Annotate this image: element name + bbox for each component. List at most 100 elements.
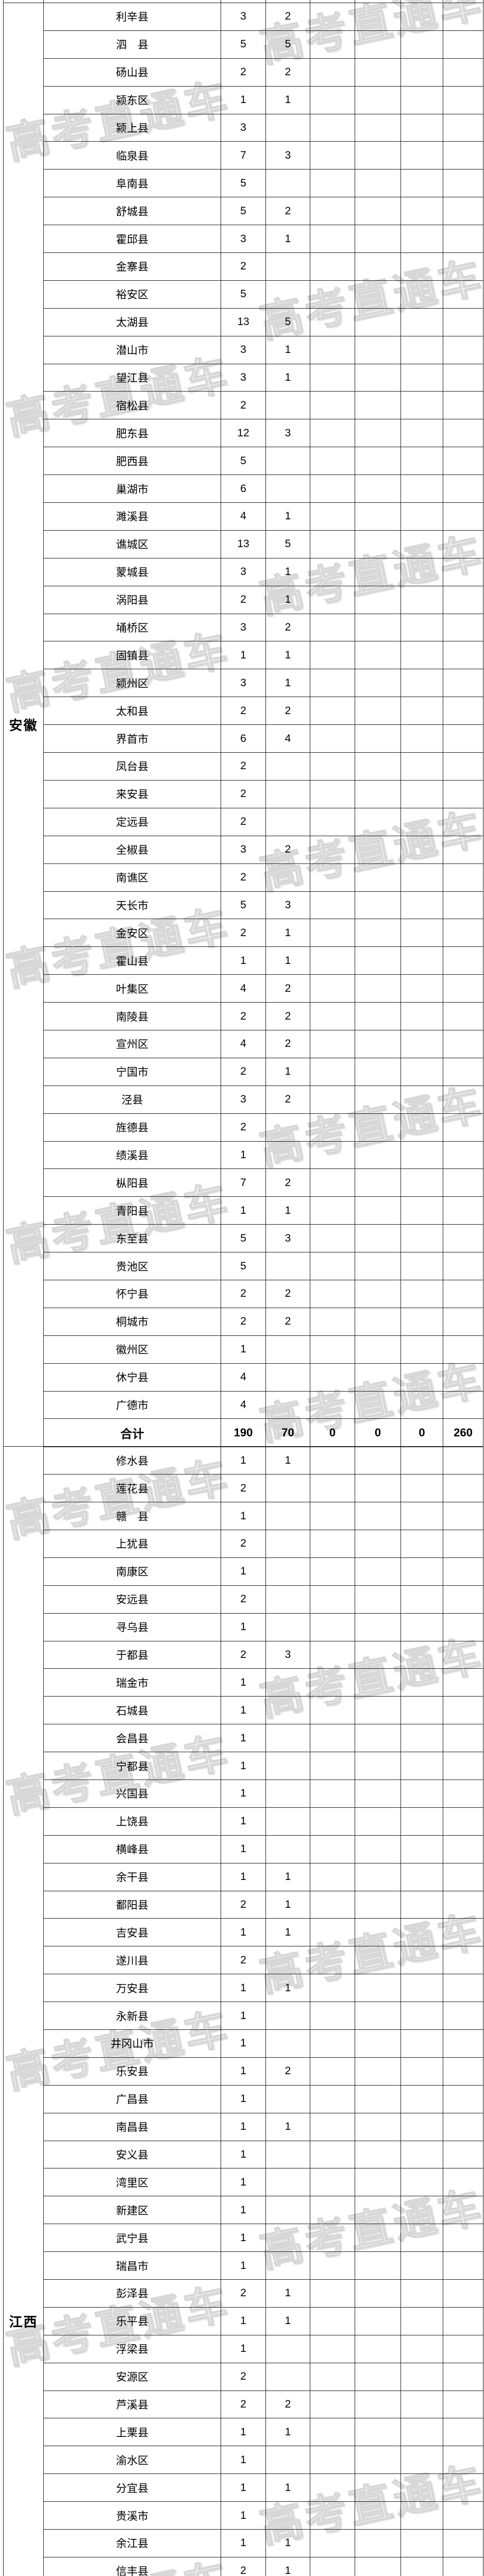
- value-cell: 2: [265, 974, 310, 1003]
- value-cell: [310, 1974, 355, 2003]
- county-name-cell: 濉溪县: [43, 502, 221, 531]
- value-cell: 2: [265, 613, 310, 642]
- value-cell: [310, 58, 355, 87]
- value-cell: [443, 2334, 483, 2363]
- value-cell: [443, 2418, 483, 2447]
- value-cell: [443, 2084, 483, 2113]
- table-row: 肥西县 5: [4, 447, 483, 476]
- value-cell: [355, 2029, 401, 2058]
- value-cell: [310, 1724, 355, 1753]
- value-cell: 1: [221, 2501, 266, 2530]
- value-cell: 5: [265, 308, 310, 336]
- county-name-cell: 蒙城县: [43, 557, 221, 586]
- value-cell: [400, 2224, 443, 2252]
- table-row: 井冈山市 1: [4, 2029, 483, 2058]
- value-cell: 1: [221, 1335, 266, 1364]
- value-cell: [443, 919, 483, 947]
- value-cell: [443, 2112, 483, 2141]
- value-cell: [310, 974, 355, 1003]
- value-cell: [400, 197, 443, 226]
- table-row: 来安县 2: [4, 779, 483, 808]
- value-cell: [310, 1696, 355, 1725]
- value-cell: [265, 1585, 310, 1614]
- table-row: 裕安区 5: [4, 280, 483, 309]
- province-county-admission-table: 安徽 利辛县 3 2 泗 县 5 5 砀山县 2 2 颍东区 1 1 颍上县 3 临泉县 7 3 阜南县 5 舒城县 5 2…: [3, 0, 483, 2576]
- value-cell: [443, 1668, 483, 1697]
- value-cell: 1: [265, 86, 310, 114]
- value-cell: [310, 141, 355, 170]
- value-cell: 1: [221, 1918, 266, 1947]
- value-cell: [310, 2473, 355, 2502]
- value-cell: 3: [221, 113, 266, 142]
- county-name-cell: 瑞金市: [43, 1668, 221, 1697]
- value-cell: [443, 1696, 483, 1725]
- value-cell: [310, 2501, 355, 2530]
- value-cell: [355, 1890, 401, 1919]
- value-cell: [355, 1252, 401, 1280]
- county-name-cell: 金安区: [43, 919, 221, 947]
- county-name-cell: 宿松县: [43, 391, 221, 420]
- value-cell: [355, 1141, 401, 1170]
- province-label-jiangxi: 江西: [3, 1446, 44, 2576]
- value-cell: 2: [221, 779, 266, 808]
- value-cell: [443, 2390, 483, 2419]
- value-cell: [400, 1585, 443, 1614]
- value-cell: [310, 2529, 355, 2557]
- value-cell: [355, 1279, 401, 1308]
- value-cell: 1: [221, 641, 266, 670]
- value-cell: [355, 86, 401, 114]
- table-row: 绩溪县 1: [4, 1141, 483, 1170]
- value-cell: [355, 641, 401, 670]
- value-cell: [443, 280, 483, 309]
- value-cell: [443, 1835, 483, 1863]
- value-cell: 1: [221, 1502, 266, 1530]
- table-row: 瑞昌市 1: [4, 2251, 483, 2280]
- value-cell: [400, 447, 443, 476]
- county-name-cell: 湾里区: [43, 2168, 221, 2197]
- table-row: 上犹县 2: [4, 1529, 483, 1558]
- value-cell: [355, 1057, 401, 1086]
- county-name-cell: 余江县: [43, 2529, 221, 2557]
- value-cell: [355, 1168, 401, 1197]
- value-cell: [355, 1807, 401, 1836]
- value-cell: [443, 2307, 483, 2335]
- value-cell: [355, 613, 401, 642]
- table-row: 于都县 2 3: [4, 1640, 483, 1669]
- value-cell: [310, 919, 355, 947]
- value-cell: [355, 974, 401, 1003]
- value-cell: 1: [221, 2418, 266, 2447]
- value-cell: [310, 1668, 355, 1697]
- value-cell: [265, 2084, 310, 2113]
- value-cell: [443, 2140, 483, 2169]
- value-cell: [355, 280, 401, 309]
- value-cell: 2: [221, 1946, 266, 1975]
- table-row: 莲花县 2: [4, 1474, 483, 1503]
- value-cell: [443, 724, 483, 753]
- value-cell: 1: [265, 585, 310, 614]
- value-cell: [443, 1640, 483, 1669]
- value-cell: [265, 779, 310, 808]
- county-name-cell: 南陵县: [43, 1002, 221, 1030]
- value-cell: 1: [265, 641, 310, 670]
- value-cell: [310, 2251, 355, 2280]
- county-name-cell: 潜山市: [43, 335, 221, 364]
- table-row: 渝水区 1: [4, 2446, 483, 2475]
- value-cell: [400, 1113, 443, 1142]
- value-cell: [400, 863, 443, 892]
- table-row: 分宜县 1 1: [4, 2473, 483, 2502]
- county-name-cell: 石城县: [43, 1696, 221, 1725]
- value-cell: [310, 2084, 355, 2113]
- table-row: 霍山县 1 1: [4, 946, 483, 975]
- value-cell: [310, 697, 355, 725]
- value-cell: [400, 419, 443, 448]
- value-cell: [400, 669, 443, 698]
- value-cell: [443, 585, 483, 614]
- value-cell: [443, 641, 483, 670]
- value-cell: [355, 2084, 401, 2113]
- county-name-cell: 巢湖市: [43, 474, 221, 503]
- county-name-cell: 颍上县: [43, 113, 221, 142]
- value-cell: 1: [221, 946, 266, 975]
- value-cell: [400, 2279, 443, 2308]
- value-cell: [265, 1363, 310, 1392]
- table-body: 安徽 利辛县 3 2 泗 县 5 5 砀山县 2 2 颍东区 1 1 颍上县 3 临泉县 7 3 阜南县 5 舒城县 5 2…: [3, 0, 483, 2576]
